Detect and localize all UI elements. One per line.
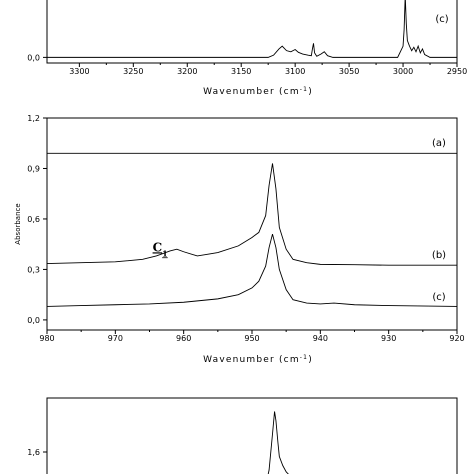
y-tick-label: 1,2	[27, 114, 40, 123]
panel-top-series-c-line	[47, 0, 457, 58]
x-tick-label: 3300	[69, 67, 89, 76]
x-tick-label: 920	[449, 334, 464, 343]
x-tick-label: 3100	[285, 67, 305, 76]
x-tick-label: 980	[39, 334, 54, 343]
x-tick-label: 2950	[447, 67, 467, 76]
x-tick-label: 3000	[393, 67, 413, 76]
panel-middle-series-c-label: (c)	[432, 292, 445, 303]
y-tick-label: 0,0	[27, 316, 40, 325]
y-tick-label: 0,6	[27, 215, 40, 224]
panel-middle-series-c-line	[46, 233, 458, 307]
x-tick-label: 3050	[339, 67, 359, 76]
panel-bottom-series-line	[267, 411, 289, 474]
panel-middle-series-b-label: (b)	[432, 250, 446, 261]
x-tick-label: 960	[176, 334, 191, 343]
panel-middle-series-b-line	[46, 163, 457, 266]
x-tick-label: 930	[381, 334, 396, 343]
y-tick-label: 0,3	[27, 265, 40, 274]
x-tick-label: 3200	[177, 67, 197, 76]
panel-top-frame	[46, 0, 458, 64]
panel-middle-ticks: 980 970 960 950 940 930 920 0,0 0,3 0,6 0,9 1,2	[27, 114, 464, 343]
x-tick-label: 3150	[231, 67, 251, 76]
panel-top-xlabel: Wavenumber (cm-1)	[203, 86, 313, 98]
panel-middle-annotation-c1: C1	[153, 240, 168, 258]
panel-bottom-ticks: 1,6	[27, 448, 47, 457]
panel-middle-xlabel: Wavenumber (cm-1)	[203, 354, 313, 366]
panel-top-ticks: 3300 3250 3200 3150 3100 3050 3000 2950 0,0	[27, 53, 467, 76]
panel-middle-series-a-label: (a)	[432, 138, 446, 149]
x-tick-label: 3250	[123, 67, 143, 76]
panel-middle-frame	[46, 117, 458, 331]
panel-middle-ylabel: Absorbance	[14, 203, 22, 244]
panel-top-series-c-label: (c)	[435, 14, 448, 25]
x-tick-label: 970	[108, 334, 123, 343]
x-tick-label: 940	[313, 334, 328, 343]
panel-bottom-frame	[46, 397, 458, 474]
panel-bottom: 1,6	[27, 397, 458, 474]
x-tick-label: 950	[244, 334, 259, 343]
y-tick-label: 0,0	[27, 53, 40, 62]
y-tick-label: 1,6	[27, 448, 40, 457]
y-tick-label: 0,9	[27, 164, 40, 173]
panel-middle: 980 970 960 950 940 930 920 0,0 0,3 0,6 0,9 1,2 (a)…	[14, 114, 465, 365]
